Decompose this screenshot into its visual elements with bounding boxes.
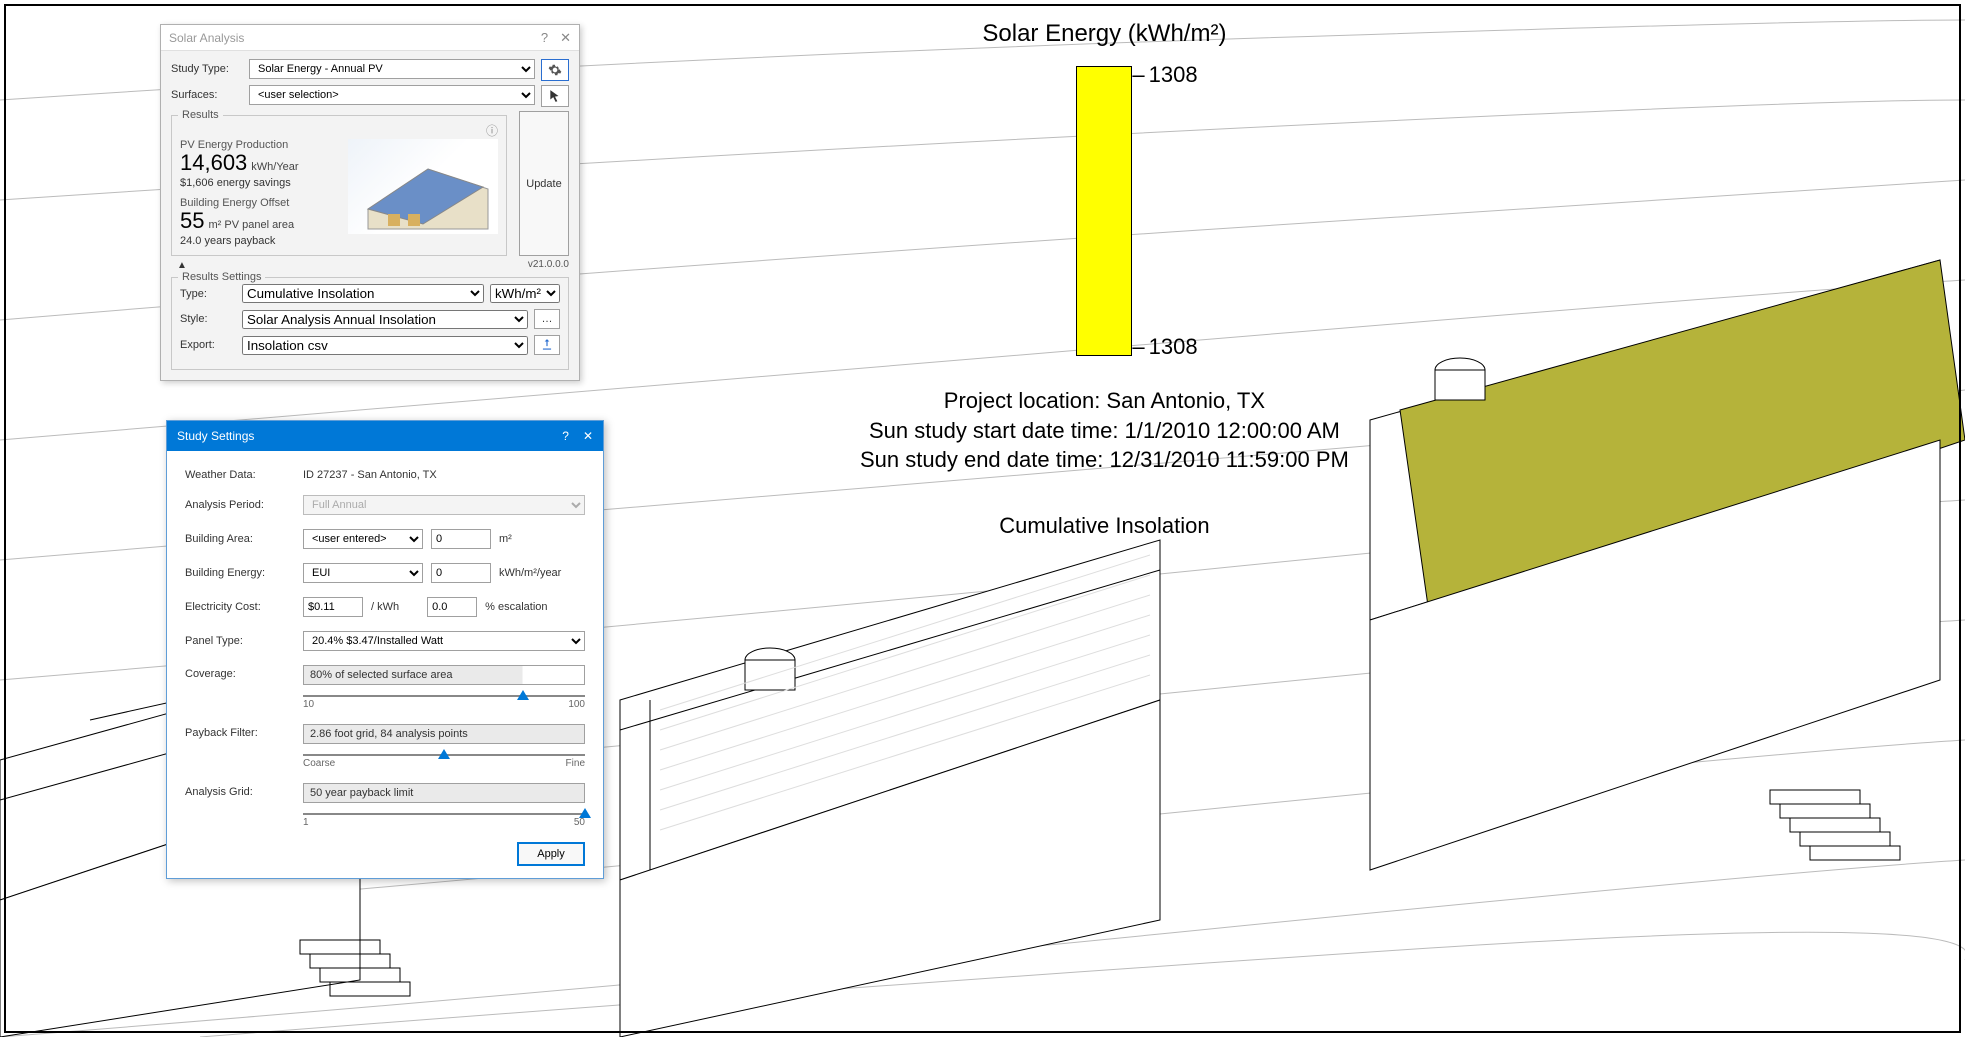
payback-display: 2.86 foot grid, 84 analysis points xyxy=(303,724,585,744)
payback-min: Coarse xyxy=(303,758,335,769)
legend-title: Solar Energy (kWh/m²) xyxy=(860,20,1349,48)
sun-end: Sun study end date time: 12/31/2010 11:5… xyxy=(860,445,1349,475)
version-label: v21.0.0.0 xyxy=(528,259,569,270)
building-center xyxy=(620,540,1160,1037)
results-render-image xyxy=(348,139,498,234)
settings-gear-button[interactable] xyxy=(541,59,569,81)
legend-color-bar xyxy=(1076,66,1132,356)
type-select[interactable]: Cumulative Insolation xyxy=(242,284,484,303)
coverage-min: 10 xyxy=(303,699,314,710)
results-settings-legend: Results Settings xyxy=(178,271,265,283)
building-energy-label: Building Energy: xyxy=(185,567,295,579)
style-select[interactable]: Solar Analysis Annual Insolation xyxy=(242,310,528,329)
sun-start: Sun study start date time: 1/1/2010 12:0… xyxy=(860,416,1349,446)
study-settings-dialog: Study Settings ? ✕ Weather Data: ID 2723… xyxy=(166,420,604,879)
coverage-max: 100 xyxy=(568,699,585,710)
panel-type-select[interactable]: 20.4% $3.47/Installed Watt xyxy=(303,631,585,651)
building-area-label: Building Area: xyxy=(185,533,295,545)
grid-min: 1 xyxy=(303,817,309,828)
solar-dialog-titlebar[interactable]: Solar Analysis ? ✕ xyxy=(161,25,579,51)
legend-info: Project location: San Antonio, TX Sun st… xyxy=(860,386,1349,475)
solar-analysis-dialog: Solar Analysis ? ✕ Study Type: Solar Ene… xyxy=(160,24,580,381)
export-select[interactable]: Insolation csv xyxy=(242,336,528,355)
project-location: Project location: San Antonio, TX xyxy=(860,386,1349,416)
offset-unit: m² PV panel area xyxy=(208,219,294,231)
help-icon[interactable]: ? xyxy=(541,30,548,46)
savings-line: $1,606 energy savings xyxy=(180,177,340,189)
building-area-input[interactable] xyxy=(431,529,491,549)
building-energy-mode-select[interactable]: EUI xyxy=(303,563,423,583)
cursor-icon xyxy=(548,89,562,103)
building-area-mode-select[interactable]: <user entered> xyxy=(303,529,423,549)
results-legend: Results xyxy=(178,109,223,121)
close-icon[interactable]: ✕ xyxy=(560,30,571,46)
grid-display: 50 year payback limit xyxy=(303,783,585,803)
legend-min-value: –1308 xyxy=(1132,334,1197,360)
coverage-slider[interactable] xyxy=(303,695,585,697)
building-right-pv xyxy=(1370,260,1965,870)
legend-bar-wrap: –1308 –1308 xyxy=(1004,66,1204,356)
payback-slider[interactable] xyxy=(303,754,585,756)
collapse-arrow-icon[interactable]: ▲ xyxy=(177,260,187,271)
grid-slider[interactable] xyxy=(303,813,585,815)
export-button[interactable] xyxy=(534,335,560,355)
pv-prod-value: 14,603 xyxy=(180,150,247,175)
surfaces-label: Surfaces: xyxy=(171,89,243,101)
study-type-label: Study Type: xyxy=(171,63,243,75)
legend-result-type: Cumulative Insolation xyxy=(860,513,1349,539)
export-label: Export: xyxy=(180,339,236,351)
electricity-per: / kWh xyxy=(371,601,399,613)
study-settings-title: Study Settings xyxy=(177,429,254,443)
escalation-input[interactable] xyxy=(427,597,477,617)
style-browse-button[interactable]: … xyxy=(534,309,560,329)
building-energy-input[interactable] xyxy=(431,563,491,583)
type-unit-select[interactable]: kWh/m² xyxy=(490,284,560,303)
payback-line: 24.0 years payback xyxy=(180,235,340,247)
type-label: Type: xyxy=(180,288,236,300)
legend-max-value: –1308 xyxy=(1132,62,1197,88)
study-type-select[interactable]: Solar Energy - Annual PV xyxy=(249,59,535,79)
select-surfaces-button[interactable] xyxy=(541,85,569,107)
study-settings-titlebar[interactable]: Study Settings ? ✕ xyxy=(167,421,603,451)
update-button[interactable]: Update xyxy=(519,111,569,256)
electricity-cost-input[interactable] xyxy=(303,597,363,617)
export-icon xyxy=(540,338,554,352)
color-legend: Solar Energy (kWh/m²) –1308 –1308 Projec… xyxy=(860,20,1349,539)
apply-button[interactable]: Apply xyxy=(517,842,585,866)
building-energy-unit: kWh/m²/year xyxy=(499,567,571,579)
electricity-label: Electricity Cost: xyxy=(185,601,295,613)
offset-value: 55 xyxy=(180,208,204,233)
weather-label: Weather Data: xyxy=(185,469,295,481)
study-close-icon[interactable]: ✕ xyxy=(583,429,593,443)
analysis-period-label: Analysis Period: xyxy=(185,499,295,511)
study-help-icon[interactable]: ? xyxy=(562,429,569,443)
weather-value: ID 27237 - San Antonio, TX xyxy=(303,469,585,481)
coverage-label: Coverage: xyxy=(185,665,295,680)
gear-icon xyxy=(548,63,562,77)
pv-prod-unit: kWh/Year xyxy=(251,161,298,173)
info-icon[interactable]: ⓘ xyxy=(486,122,498,139)
building-area-unit: m² xyxy=(499,533,571,545)
analysis-period-select: Full Annual xyxy=(303,495,585,515)
panel-type-label: Panel Type: xyxy=(185,635,295,647)
solar-dialog-title: Solar Analysis xyxy=(169,31,244,45)
coverage-display: 80% of selected surface area xyxy=(303,665,585,685)
payback-max: Fine xyxy=(566,758,585,769)
payback-label: Payback Filter: xyxy=(185,724,295,739)
grid-max: 50 xyxy=(574,817,585,828)
surfaces-select[interactable]: <user selection> xyxy=(249,85,535,105)
style-label: Style: xyxy=(180,313,236,325)
grid-label: Analysis Grid: xyxy=(185,783,295,798)
escalation-label: % escalation xyxy=(485,601,557,613)
